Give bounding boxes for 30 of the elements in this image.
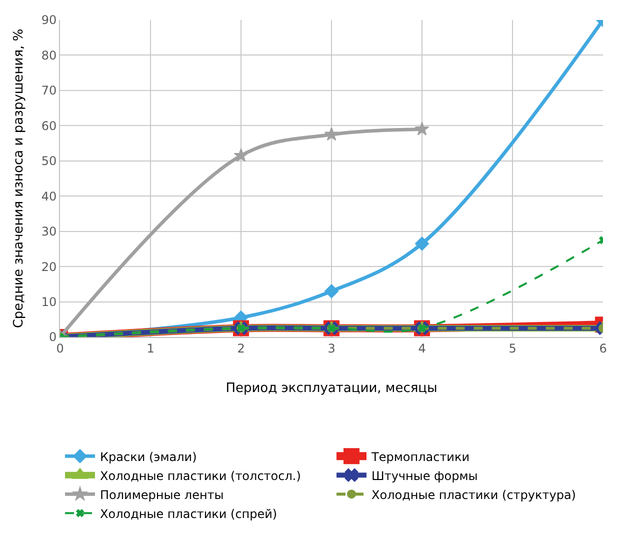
x-tick-label: 3	[328, 341, 336, 356]
y-tick-label: 50	[41, 154, 57, 168]
x-tick-label: 5	[508, 341, 516, 356]
point	[414, 122, 430, 136]
y-tick-label: 10	[41, 294, 57, 309]
legend-label: Штучные формы	[372, 468, 478, 483]
y-axis-title: Средние значения износа и разрушения, %	[11, 28, 26, 328]
legend-label: Полимерные ленты	[100, 488, 224, 502]
y-tick-label: 40	[41, 189, 57, 204]
x-tick-label: 4	[418, 341, 426, 356]
x-tick-label: 6	[599, 341, 607, 356]
point	[234, 148, 248, 162]
point	[324, 126, 339, 141]
y-tick-label: 80	[41, 48, 57, 62]
x-axis-title: Период эксплуатации, месяцы	[226, 381, 438, 396]
legend-label: Холодные пластики (структура)	[372, 488, 576, 502]
x-tick-label: 2	[237, 341, 245, 356]
y-tick-label: 20	[41, 260, 57, 274]
y-tick-label: 0	[48, 330, 57, 344]
point	[415, 236, 429, 251]
point	[324, 284, 338, 298]
y-tick-label: 70	[41, 84, 57, 98]
y-tick-label: 60	[41, 118, 57, 133]
legend-label: Холодные пластики (спрей)	[100, 506, 278, 521]
y-tick-label: 90	[41, 13, 57, 28]
y-tick-label: 30	[41, 224, 57, 239]
x-tick-label: 1	[146, 341, 154, 356]
legend-label: Холодные пластики (толстосл.)	[100, 468, 301, 483]
legend-label: Термопластики	[370, 450, 470, 464]
legend-label: Краски (эмали)	[100, 450, 197, 464]
